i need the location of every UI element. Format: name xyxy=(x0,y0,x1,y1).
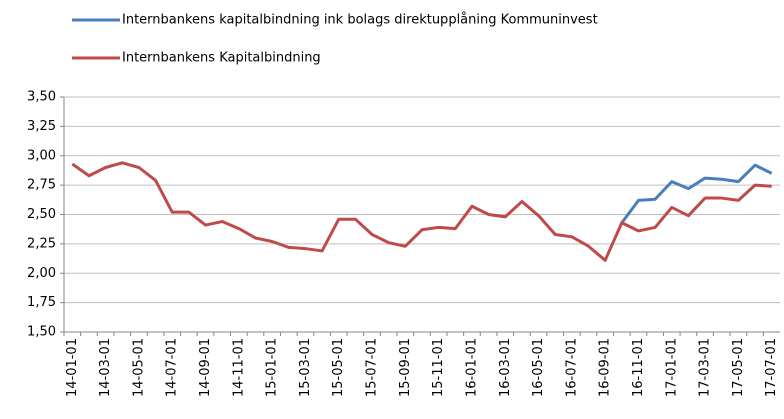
y-tick-label: 2,75 xyxy=(27,178,56,193)
x-tick-label: 16-05-01 xyxy=(531,338,546,397)
x-tick-label: 17-03-01 xyxy=(698,338,713,397)
y-tick-label: 2,50 xyxy=(27,207,56,222)
legend-label: Internbankens kapitalbindning ink bolags… xyxy=(122,13,598,28)
x-tick-label: 14-09-01 xyxy=(198,338,213,397)
x-tick-label: 15-01-01 xyxy=(265,338,280,397)
y-tick-label: 1,50 xyxy=(27,325,56,340)
x-tick-label: 16-07-01 xyxy=(564,338,579,397)
x-tick-label: 17-07-01 xyxy=(764,338,779,397)
x-tick-label: 17-01-01 xyxy=(664,338,679,397)
y-tick-label: 3,00 xyxy=(27,148,56,163)
y-tick-label: 2,25 xyxy=(27,236,56,251)
y-tick-label: 3,50 xyxy=(27,90,56,105)
x-tick-label: 16-11-01 xyxy=(631,338,646,397)
x-tick-label: 16-01-01 xyxy=(464,338,479,397)
x-tick-label: 15-07-01 xyxy=(365,338,380,397)
y-tick-label: 1,75 xyxy=(27,295,56,310)
y-tick-label: 3,25 xyxy=(27,119,56,134)
x-tick-label: 14-05-01 xyxy=(131,338,146,397)
legend-label: Internbankens Kapitalbindning xyxy=(122,51,321,66)
x-tick-label: 14-01-01 xyxy=(65,338,80,397)
x-tick-label: 16-09-01 xyxy=(598,338,613,397)
series-line xyxy=(71,161,772,262)
x-tick-label: 17-05-01 xyxy=(731,338,746,397)
x-tick-label: 15-05-01 xyxy=(331,338,346,397)
series-line xyxy=(620,163,773,224)
x-tick-label: 14-07-01 xyxy=(165,338,180,397)
x-tick-label: 16-03-01 xyxy=(498,338,513,397)
x-tick-label: 15-03-01 xyxy=(298,338,313,397)
y-tick-label: 2,00 xyxy=(27,266,56,281)
x-tick-label: 15-11-01 xyxy=(431,338,446,397)
x-tick-label: 14-03-01 xyxy=(98,338,113,397)
x-tick-label: 15-09-01 xyxy=(398,338,413,397)
x-tick-label: 14-11-01 xyxy=(231,338,246,397)
